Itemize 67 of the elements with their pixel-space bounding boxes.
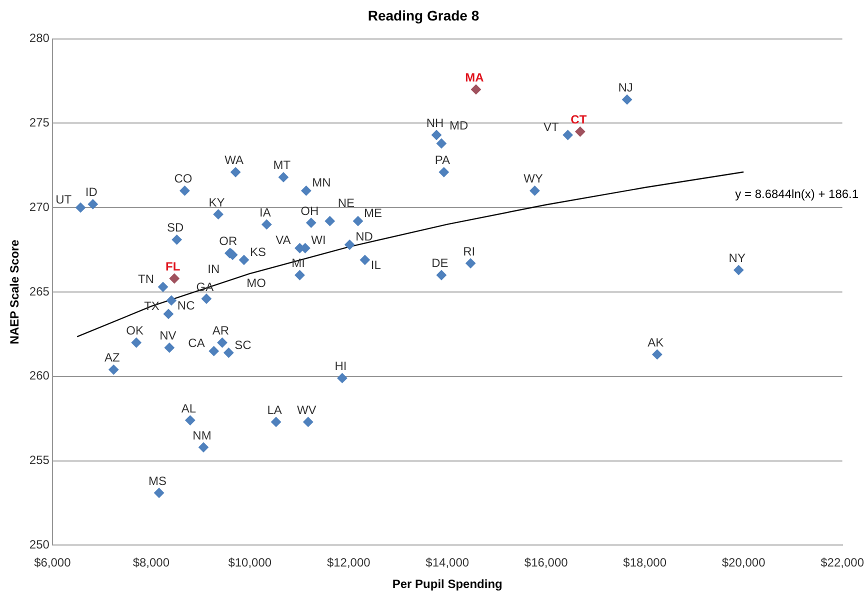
annotation: KS [250,244,266,259]
x-axis-title: Per Pupil Spending [392,577,502,592]
annotation: AR [212,324,230,338]
annotation: y = 8.6844ln(x) + 186.1 [735,186,859,201]
annotation: PA [434,153,450,168]
annotation: CT [570,112,588,127]
annotation: AK [648,335,664,350]
annotation: RI [463,244,476,258]
annotation: AL [181,401,196,416]
annotation: DE [432,256,448,270]
y-tick-label: 260 [29,368,50,383]
annotation: IA [260,205,271,220]
annotation: OH [300,204,319,218]
x-tick-label: $16,000 [524,556,568,570]
annotation: VT [543,120,560,134]
annotation: MD [449,118,468,132]
annotation: UT [56,192,72,207]
annotation: ND [356,230,374,244]
chart-title: Reading Grade 8 [368,7,480,24]
annotation: NV [160,328,176,343]
annotation: WV [296,402,316,417]
x-tick-label: $8,000 [132,556,170,570]
annotation: NJ [618,80,633,95]
annotation: WI [311,233,326,248]
annotation: NE [338,196,355,210]
annotation: NH [426,116,444,130]
y-tick-label: 255 [29,453,50,468]
annotation: NM [192,428,212,442]
annotation: MT [273,158,292,172]
annotation: LA [267,402,282,417]
annotation: WY [524,172,543,186]
x-tick-label: $12,000 [326,556,371,570]
x-tick-label: $14,000 [426,556,470,570]
annotation: MO [246,276,266,290]
annotation: OK [126,324,144,338]
annotation: MN [312,176,331,190]
y-axis-title: NAEP Scale Score [8,239,22,344]
annotation: CA [188,336,205,350]
annotation: IN [208,262,220,276]
y-tick-label: 265 [29,284,50,298]
annotation: SC [234,338,252,352]
annotation: CO [174,172,192,186]
annotation: HI [334,359,347,374]
annotation: IL [370,258,382,272]
annotation: TN [138,272,154,286]
annotation: FL [166,259,180,274]
annotation: OR [219,234,238,248]
x-tick-label: $6,000 [34,556,72,570]
y-tick-label: 280 [29,31,50,46]
annotation: MS [148,474,167,488]
y-tick-label: 275 [29,116,50,130]
x-tick-label: $22,000 [820,556,864,570]
annotation: ME [364,206,382,220]
annotation: NC [177,298,196,312]
annotation: ID [85,185,98,200]
x-tick-label: $20,000 [722,556,766,570]
annotation: KY [208,195,225,210]
annotation: MA [465,70,484,84]
x-tick-label: $18,000 [623,556,667,570]
annotation: VA [276,233,291,248]
annotation: SD [166,220,184,235]
annotation: NY [728,251,746,266]
y-tick-label: 250 [29,538,50,552]
x-tick-label: $10,000 [228,556,272,570]
y-tick-label: 270 [29,200,50,214]
annotation: WA [224,153,244,168]
annotation: AZ [104,350,120,365]
